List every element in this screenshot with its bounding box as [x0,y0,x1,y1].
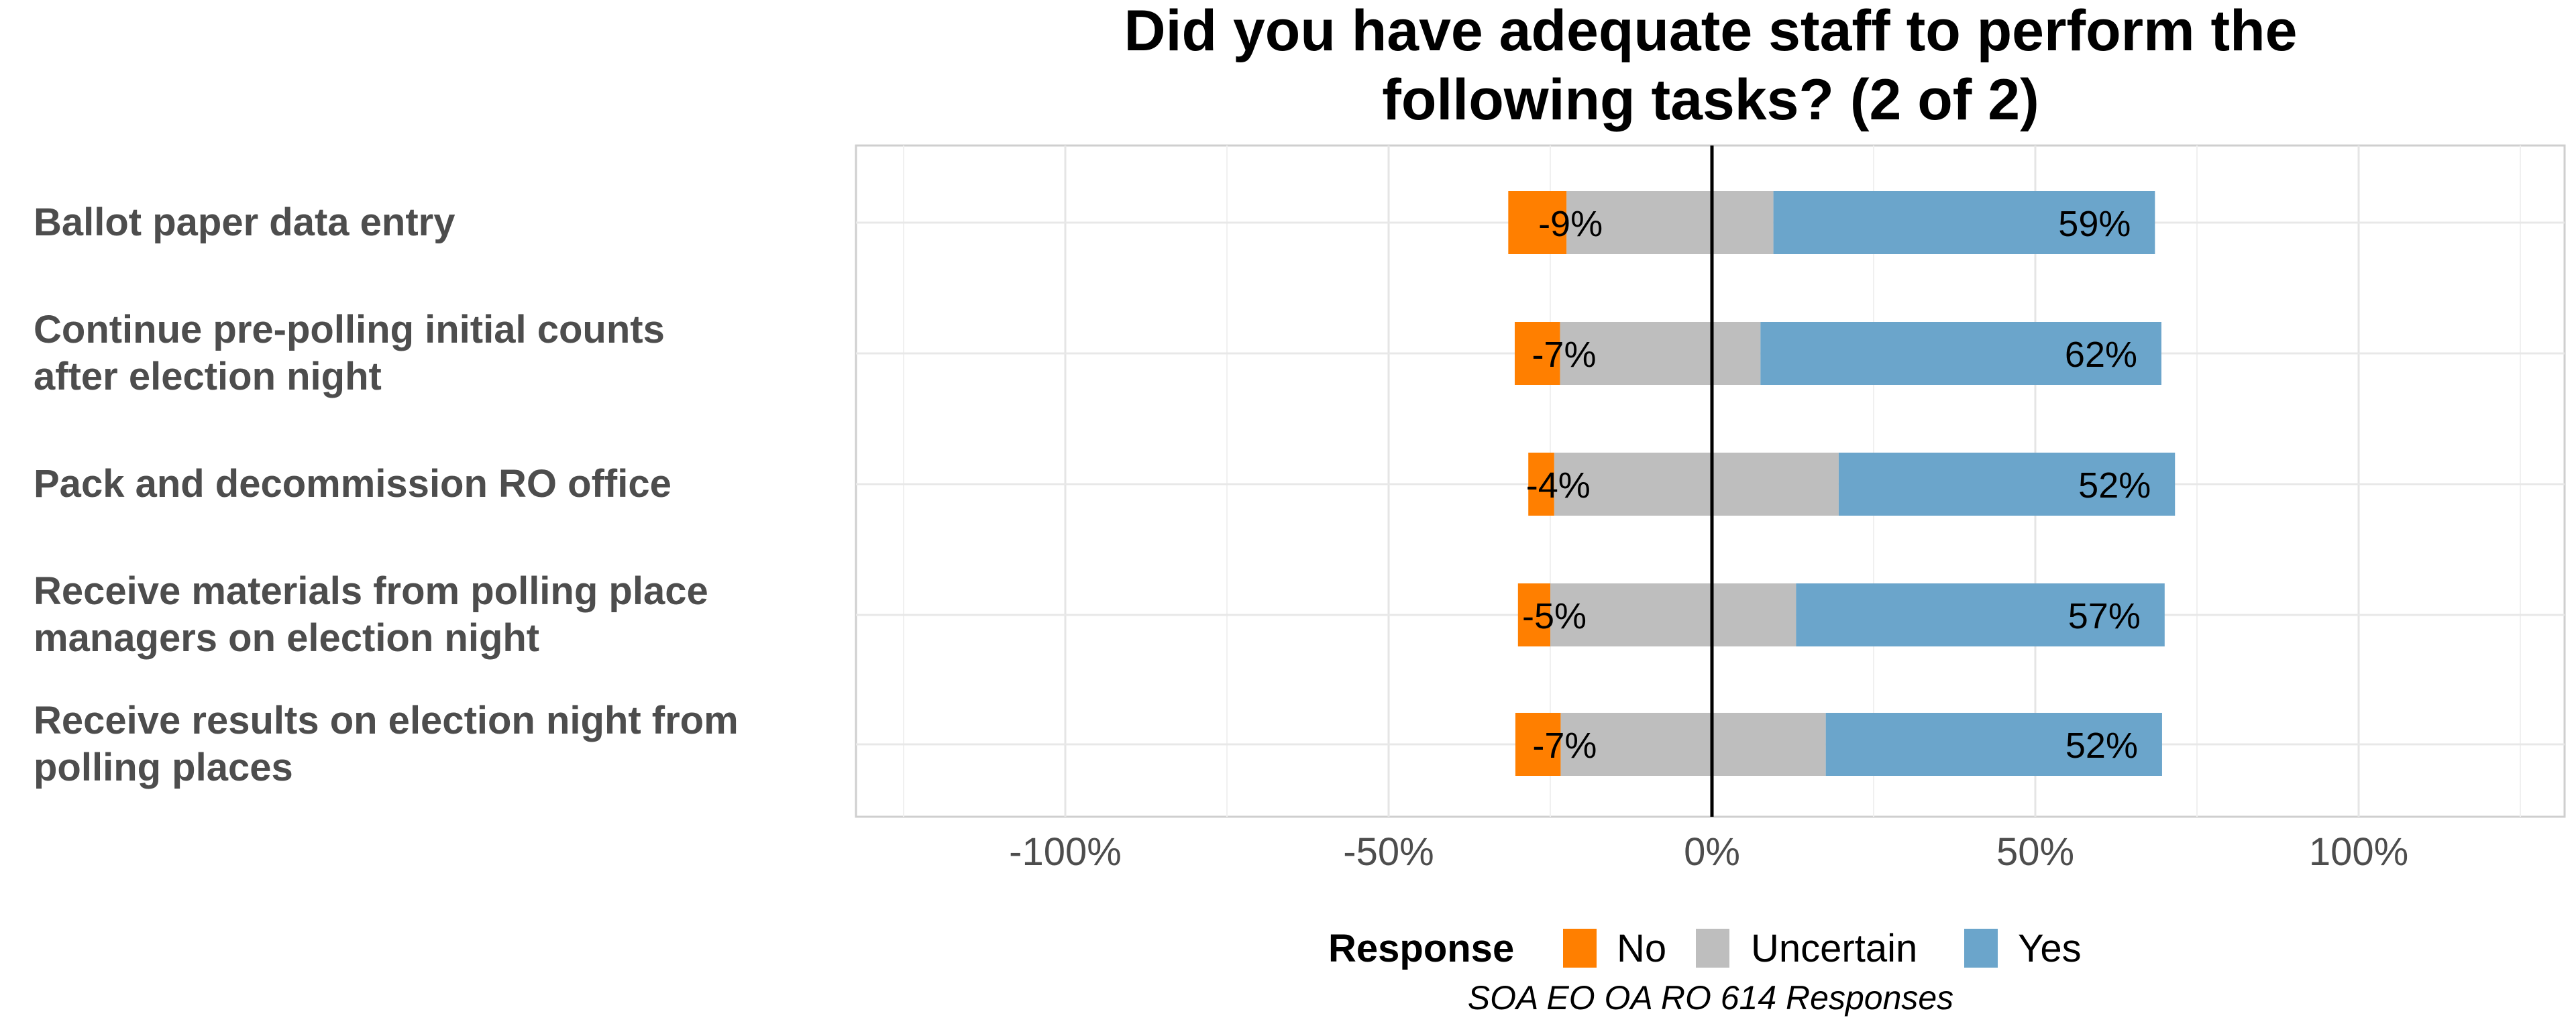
category-label: polling places [34,746,293,789]
category-label: Receive results on election night from [34,699,739,742]
legend-label: Uncertain [1751,927,1917,970]
bar-yes [1773,191,2155,254]
bar-no [1515,713,1561,776]
bar-uncertain [1560,322,1761,385]
data-label-no: -9% [1538,204,1603,244]
bar-no [1528,453,1554,516]
category-label: Receive materials from polling place [34,569,708,613]
x-tick-label: -100% [1009,830,1122,874]
x-tick-label: 0% [1684,830,1740,874]
data-label-yes: 62% [2065,335,2137,375]
bar-uncertain [1554,453,1839,516]
data-label-no: -5% [1522,596,1587,636]
data-label-no: -7% [1532,726,1597,766]
legend-label: Yes [2018,927,2082,970]
bar-yes [1796,583,2165,646]
bar-uncertain [1566,191,1774,254]
x-tick-label: 100% [2309,830,2408,874]
category-label: Ballot paper data entry [34,201,455,244]
bar-uncertain [1560,713,1826,776]
chart-title-line-2: following tasks? (2 of 2) [1382,68,2039,132]
legend-key-yes [1964,929,1998,968]
data-label-yes: 57% [2068,596,2141,636]
bar-yes [1825,713,2162,776]
data-label-yes: 52% [2078,465,2151,506]
category-label: Pack and decommission RO office [34,462,672,506]
x-tick-label: 50% [1996,830,2074,874]
bar-yes [1838,453,2176,516]
category-label: after election night [34,355,382,398]
bar-no [1517,583,1550,646]
data-label-yes: 52% [2065,726,2138,766]
x-axis-ticks: -100% -50% 0% 50% 100% [1009,830,2408,874]
plot-area: -9% 59% -7% 62% -4% 52% -5% 57% -7% 52% [855,144,2566,818]
chart-caption: SOA EO OA RO 614 Responses [1468,979,1953,1017]
legend-key-no [1563,929,1597,968]
data-label-no: -7% [1532,335,1596,375]
bar-no [1508,191,1567,254]
data-label-yes: 59% [2058,204,2131,244]
legend-key-uncertain [1696,929,1729,968]
category-label: Continue pre-polling initial counts [34,308,665,351]
chart-title-line-1: Did you have adequate staff to perform t… [1124,0,2298,63]
bar-yes [1760,322,2161,385]
category-labels: Ballot paper data entry Continue pre-poll… [34,201,739,789]
legend: Response No Uncertain Yes [1328,927,2082,970]
data-label-no: -4% [1526,465,1591,506]
x-tick-label: -50% [1343,830,1434,874]
legend-label: No [1617,927,1666,970]
bar-no [1514,322,1560,385]
legend-title: Response [1328,927,1514,970]
category-label: managers on election night [34,616,539,660]
bar-uncertain [1550,583,1796,646]
